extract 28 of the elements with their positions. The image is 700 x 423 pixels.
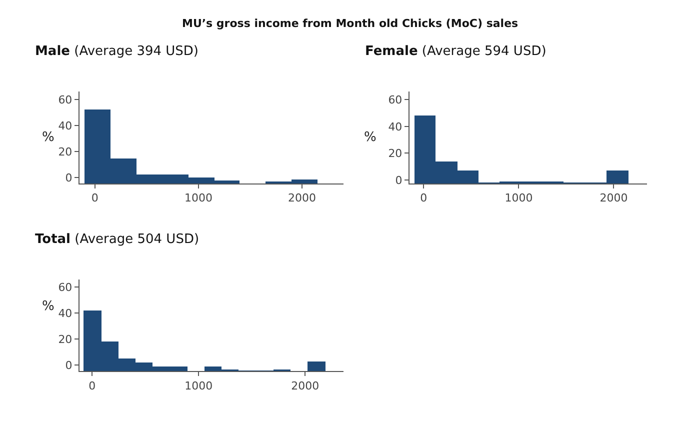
x-tick-label: 2000 (600, 192, 628, 205)
y-axis-title: % (42, 299, 54, 314)
x-tick-label: 2000 (288, 192, 316, 205)
y-tick-label: 60 (58, 93, 72, 106)
x-tick-label: 1000 (184, 192, 212, 205)
y-tick-label: 40 (388, 120, 402, 134)
y-tick-label: 0 (65, 358, 72, 372)
y-tick-label: 20 (58, 332, 72, 346)
y-tick-label: 20 (388, 147, 402, 160)
y-axis-title: % (364, 130, 376, 145)
y-tick-label: 0 (395, 174, 402, 187)
x-tick-label: 0 (91, 192, 98, 205)
x-tick-label: 1000 (184, 379, 213, 392)
y-tick-label: 20 (58, 145, 72, 158)
y-tick-label: 40 (58, 306, 72, 320)
x-tick-label: 0 (88, 379, 96, 392)
chart-subtitle: Female (Average 594 USD) (365, 44, 546, 59)
x-tick-label: 1000 (504, 192, 533, 205)
chart-title: MU’s gross income from Month old Chicks (MoC) sales (182, 17, 519, 30)
chart-subtitle: Male (Average 394 USD) (35, 44, 198, 59)
y-tick-label: 60 (58, 280, 72, 294)
x-tick-label: 0 (420, 192, 428, 205)
y-tick-label: 0 (65, 172, 72, 184)
x-tick-label: 2000 (291, 379, 320, 392)
y-tick-label: 60 (388, 93, 402, 106)
y-tick-label: 40 (58, 119, 72, 132)
chart-subtitle: Total (Average 504 USD) (35, 232, 200, 247)
y-axis-title: % (42, 130, 54, 145)
